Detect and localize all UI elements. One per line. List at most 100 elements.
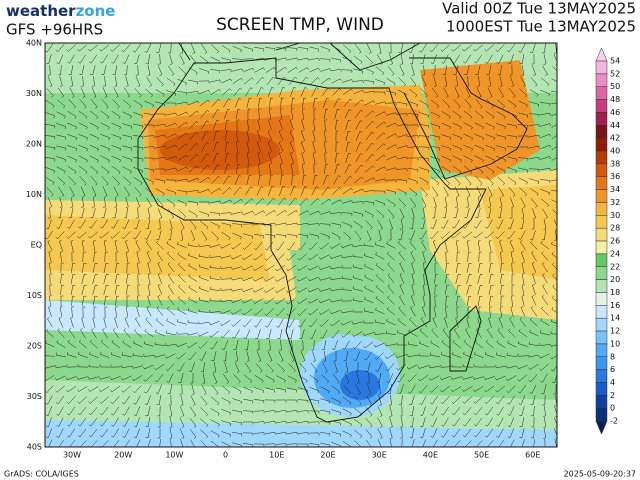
wind-barb <box>364 177 375 183</box>
wind-barb <box>213 152 220 163</box>
wind-barb <box>311 186 319 196</box>
wind-barb <box>300 130 305 141</box>
wind-barb <box>145 406 151 417</box>
wind-barb <box>321 186 331 196</box>
wind-barb <box>165 363 175 371</box>
wind-barb <box>154 168 166 172</box>
wind-barb <box>124 87 131 98</box>
wind-barb <box>352 331 363 337</box>
colorbar: 5452504846444240383634323028262422201816… <box>595 47 620 435</box>
wind-barb <box>300 339 304 351</box>
wind-barb <box>364 67 374 75</box>
wind-barb <box>256 87 264 97</box>
wind-barb <box>45 417 52 428</box>
wind-barb <box>157 65 163 76</box>
wind-barb <box>200 429 209 439</box>
wind-barb <box>88 376 99 380</box>
wind-barb <box>330 266 341 270</box>
wind-barb <box>67 134 78 141</box>
wind-barb <box>81 284 87 295</box>
wind-barb <box>279 163 283 174</box>
wind-barb <box>103 273 109 284</box>
wind-barb <box>275 399 287 403</box>
wind-barb <box>255 197 265 206</box>
wind-barb <box>169 54 173 65</box>
wind-barb <box>121 365 132 368</box>
wind-barb <box>110 44 120 52</box>
wind-barb <box>485 54 493 64</box>
colorbar-label: 52 <box>610 69 620 78</box>
wind-barb <box>398 230 404 241</box>
colorbar-box <box>595 317 608 332</box>
wind-barb <box>265 318 273 328</box>
wind-barb <box>474 219 482 229</box>
wind-barb <box>122 123 133 130</box>
wind-barb <box>157 273 163 284</box>
wind-barb <box>474 122 484 130</box>
wind-barb <box>321 87 331 97</box>
wind-barb <box>407 364 418 370</box>
wind-barb <box>125 197 129 208</box>
wind-barb <box>484 385 495 393</box>
wind-barb <box>276 410 287 413</box>
wind-barb <box>134 88 142 98</box>
wind-barb <box>232 77 243 84</box>
wind-barb <box>233 340 239 351</box>
wind-barb <box>278 130 284 141</box>
wind-barb <box>133 123 144 129</box>
wind-barb <box>290 119 294 130</box>
wind-barb <box>496 417 504 427</box>
wind-barb <box>243 329 251 339</box>
wind-barb <box>264 399 276 403</box>
wind-barb <box>540 188 550 196</box>
wind-barb <box>345 130 351 141</box>
wind-barb <box>353 220 363 230</box>
wind-barb <box>474 165 484 175</box>
wind-barb <box>335 119 340 130</box>
wind-barb <box>455 197 458 208</box>
wind-barb <box>364 296 374 304</box>
wind-barb <box>389 417 393 428</box>
wind-barb <box>309 398 320 404</box>
wind-barb <box>529 188 539 196</box>
wind-barb <box>544 438 546 447</box>
wind-barb <box>342 408 352 416</box>
wind-barb <box>102 196 106 208</box>
wind-barb <box>474 110 484 120</box>
wind-barb <box>176 319 187 325</box>
wind-barb <box>298 67 309 73</box>
wind-barb <box>180 439 184 447</box>
wind-barb <box>498 317 504 328</box>
wind-barb <box>258 163 262 175</box>
wind-barb <box>297 308 307 316</box>
wind-barb <box>507 54 514 65</box>
wind-barb <box>462 364 474 368</box>
wind-barb <box>188 362 195 373</box>
colorbar-label: 18 <box>610 288 620 297</box>
wind-barb <box>498 186 504 197</box>
wind-barb <box>188 210 198 218</box>
wind-barb <box>220 69 232 73</box>
colorbar-box <box>595 99 608 113</box>
wind-barb <box>66 352 77 358</box>
colorbar-label: 8 <box>610 352 615 361</box>
wind-barb <box>79 99 87 109</box>
wind-barb <box>341 276 353 280</box>
wind-barb <box>507 406 515 416</box>
wind-barb <box>45 375 55 382</box>
wind-barb <box>364 201 375 206</box>
wind-barb <box>343 385 351 395</box>
wind-barb <box>232 386 242 394</box>
wind-barb <box>111 219 119 229</box>
wind-barb <box>253 276 264 282</box>
wind-barb <box>398 198 406 208</box>
wind-barb <box>209 286 220 291</box>
wind-barb <box>280 97 284 109</box>
wind-barb <box>342 396 352 406</box>
wind-barb <box>375 273 384 283</box>
wind-barb <box>91 186 97 197</box>
wind-barb <box>266 329 272 340</box>
wind-barb <box>309 374 319 384</box>
wind-barb <box>201 142 209 152</box>
wind-barb <box>198 264 209 270</box>
